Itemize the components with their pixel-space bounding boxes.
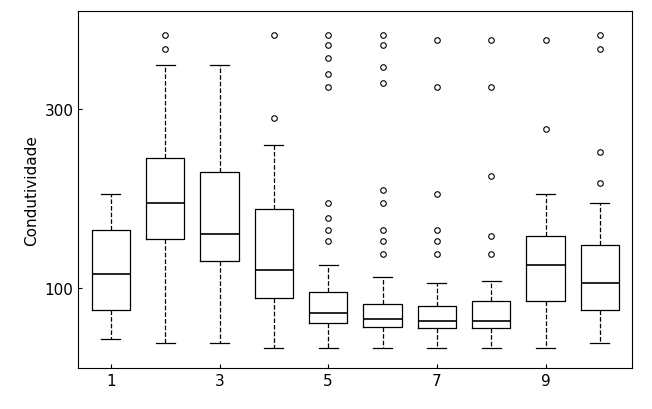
Y-axis label: Condutividade: Condutividade	[24, 135, 39, 245]
